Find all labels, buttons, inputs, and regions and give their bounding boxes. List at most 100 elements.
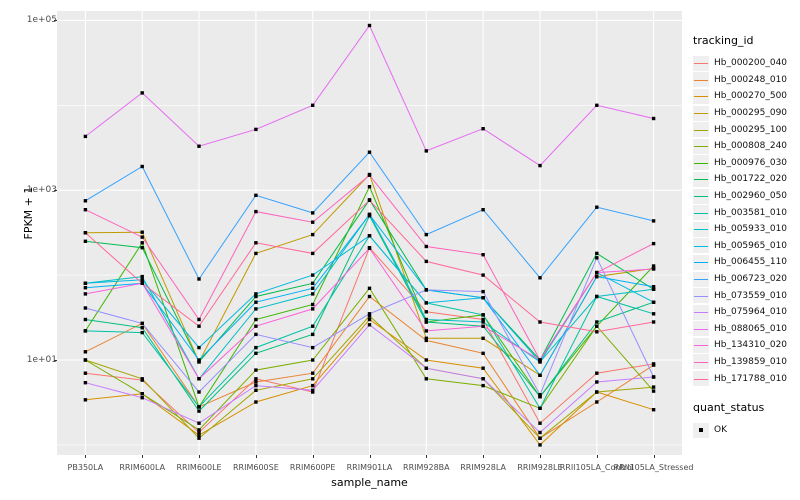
data-point — [197, 430, 201, 435]
quant-legend-entry: OK — [693, 422, 787, 439]
legend-entry: Hb_003581_010 — [693, 204, 787, 221]
data-point — [83, 281, 88, 285]
legend-key — [693, 155, 709, 171]
data-point — [140, 278, 144, 282]
data-point — [424, 320, 428, 324]
data-point — [83, 358, 88, 362]
data-point — [538, 436, 542, 440]
data-point — [197, 436, 201, 440]
data-point — [651, 312, 656, 316]
data-point — [311, 302, 315, 307]
data-point — [481, 208, 485, 212]
data-point — [254, 400, 258, 404]
legend-key — [693, 188, 709, 204]
data-point — [254, 324, 258, 328]
data-point — [538, 421, 542, 425]
data-point — [254, 209, 258, 214]
data-point — [311, 103, 315, 107]
legend-label: Hb_000976_030 — [714, 157, 788, 168]
data-point — [83, 350, 88, 354]
data-point — [367, 246, 372, 250]
data-point — [83, 231, 88, 235]
data-point — [367, 314, 372, 318]
legend-key-line — [694, 212, 708, 214]
legend-key — [693, 288, 709, 304]
legend-label: Hb_006723_020 — [714, 274, 788, 285]
legend-entry: Hb_000295_100 — [693, 121, 787, 138]
legend-label: Hb_002960_050 — [714, 191, 788, 202]
data-point — [651, 219, 656, 223]
legend-key — [693, 72, 709, 88]
data-point — [254, 383, 258, 388]
legend-entry: Hb_075964_010 — [693, 304, 787, 321]
legend-label: Hb_005965_010 — [714, 240, 788, 251]
data-point — [367, 150, 372, 154]
data-point — [254, 351, 258, 355]
data-point — [538, 430, 542, 435]
data-point — [481, 253, 485, 257]
data-point — [595, 103, 599, 107]
x-tick-mark — [85, 455, 87, 458]
x-axis-title: sample_name — [331, 476, 408, 489]
data-point — [595, 330, 599, 334]
x-tick-label: RRIM928LE — [517, 463, 563, 472]
data-point — [311, 286, 315, 290]
data-point — [424, 288, 428, 292]
data-point — [83, 286, 88, 290]
legend-key-line — [694, 361, 708, 363]
legend-key — [693, 55, 709, 71]
legend-label: Hb_005933_010 — [714, 224, 788, 235]
data-point — [140, 321, 144, 326]
legend-entry: Hb_006455_110 — [693, 254, 787, 271]
data-point — [367, 234, 372, 238]
legend-entry: Hb_088065_010 — [693, 321, 787, 338]
data-point — [254, 292, 258, 296]
data-point — [424, 310, 428, 314]
legend-key — [693, 205, 709, 221]
x-tick-mark — [426, 455, 428, 458]
data-point — [311, 324, 315, 328]
legend-key — [693, 354, 709, 370]
quant-status-legend: quant_status OK — [693, 401, 787, 439]
x-tick-label: RRIM928LA — [460, 463, 507, 472]
legend-label: Hb_139859_010 — [714, 356, 788, 367]
data-point — [311, 332, 315, 337]
data-point — [83, 381, 88, 385]
legend-key-line — [694, 378, 708, 380]
data-point — [311, 211, 315, 215]
data-point — [311, 383, 315, 388]
plot-panel — [57, 11, 682, 455]
data-point — [651, 408, 656, 412]
data-point — [311, 345, 315, 350]
data-point — [367, 213, 372, 217]
data-point — [651, 116, 656, 121]
legend-key — [693, 171, 709, 187]
data-point — [538, 276, 542, 280]
x-tick-mark — [539, 455, 541, 458]
data-point — [311, 358, 315, 362]
data-point — [254, 368, 258, 372]
data-point — [651, 385, 656, 389]
legend-label: Hb_000248_010 — [714, 74, 788, 85]
data-point — [651, 285, 656, 289]
data-point — [424, 244, 428, 249]
data-point — [254, 345, 258, 350]
data-point — [197, 144, 201, 148]
data-point — [595, 390, 599, 394]
y-tick-mark — [54, 190, 57, 192]
legend-label: Hb_000200_040 — [714, 58, 788, 69]
legend-label: Hb_134310_020 — [714, 340, 788, 351]
quant-legend-label: OK — [714, 425, 727, 436]
legend-key-line — [694, 179, 708, 181]
data-point — [651, 363, 656, 367]
data-point — [424, 301, 428, 305]
x-tick-label: RRIM600LE — [176, 463, 222, 472]
y-tick-label: 1e+05 — [26, 15, 57, 26]
x-tick-mark — [653, 455, 655, 458]
legend-key-line — [694, 345, 708, 347]
data-point — [538, 358, 542, 362]
legend-entry: Hb_000200_040 — [693, 55, 787, 72]
data-point — [481, 383, 485, 388]
data-point — [140, 274, 144, 279]
legend-label: Hb_003581_010 — [714, 207, 788, 218]
